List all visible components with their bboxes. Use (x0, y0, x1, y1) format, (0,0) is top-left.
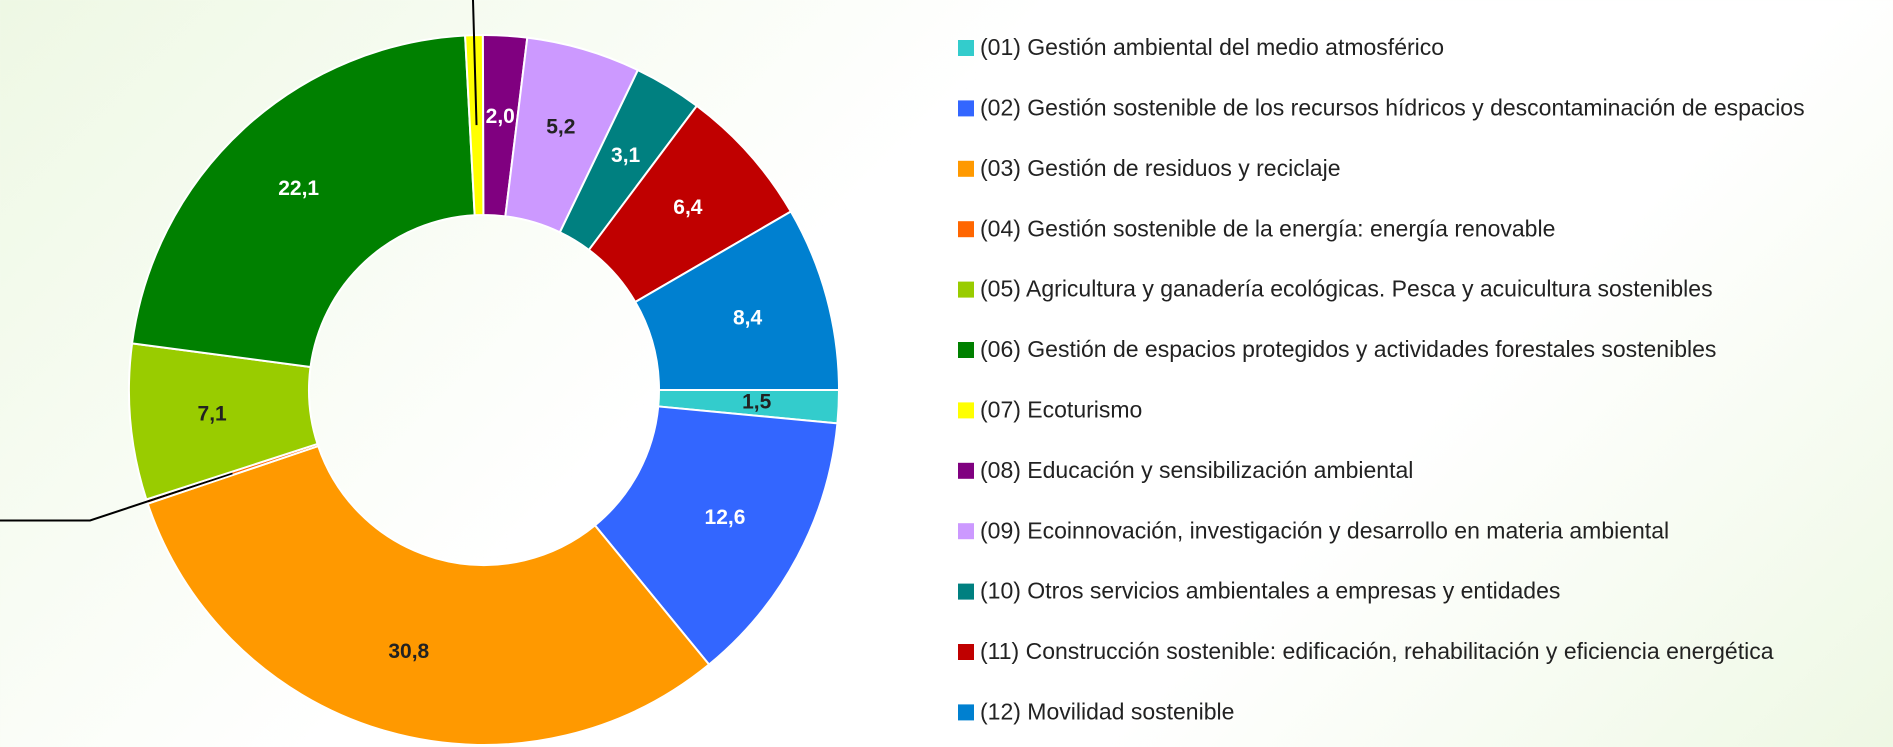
legend-swatch (958, 704, 974, 721)
legend-label: (03) Gestión de residuos y reciclaje (980, 155, 1341, 181)
legend-swatch (958, 402, 974, 419)
data-label: 5,2 (546, 116, 575, 139)
legend-swatch (958, 100, 974, 117)
legend-swatch (958, 40, 974, 56)
donut-slice (593, 405, 839, 666)
legend-swatch (958, 342, 974, 358)
legend-label: (11) Construcción sostenible: edificació… (980, 638, 1774, 664)
data-label: 2,0 (486, 105, 515, 128)
data-label: 3,1 (611, 144, 641, 167)
data-label: 1,5 (742, 390, 772, 413)
legend-swatch (958, 523, 974, 540)
leader-line (0, 472, 233, 522)
legend-swatch (958, 583, 974, 600)
legend-label: (01) Gestión ambiental del medio atmosfé… (980, 34, 1444, 60)
legend-label: (04) Gestión sostenible de la energía: e… (980, 215, 1555, 241)
legend-swatch (958, 160, 974, 177)
legend-label: (12) Movilidad sostenible (980, 698, 1234, 724)
data-label: 12,6 (705, 506, 746, 529)
legend-swatch (958, 281, 974, 298)
legend-swatch (958, 462, 974, 479)
legend-label: (09) Ecoinnovación, investigación y desa… (980, 517, 1669, 543)
leader-line (471, 0, 478, 126)
data-label: 7,1 (198, 402, 228, 425)
donut-slice (130, 34, 476, 369)
data-label: 30,8 (388, 640, 429, 663)
legend-swatch (958, 221, 974, 238)
data-label: 8,4 (733, 306, 763, 329)
legend-label: (06) Gestión de espacios protegidos y ac… (980, 336, 1716, 362)
donut-slice (633, 210, 841, 391)
legend-label: (10) Otros servicios ambientales a empre… (980, 578, 1560, 604)
legend-swatch (958, 644, 974, 660)
legend-label: (08) Educación y sensibilización ambient… (980, 457, 1413, 483)
donut-slice (146, 444, 711, 746)
data-label: 6,4 (673, 196, 703, 219)
legend-label: (05) Agricultura y ganadería ecológicas.… (980, 276, 1713, 302)
legend-label: (02) Gestión sostenible de los recursos … (980, 94, 1805, 120)
data-label: 22,1 (278, 177, 319, 200)
legend-label: (07) Ecoturismo (980, 396, 1142, 422)
